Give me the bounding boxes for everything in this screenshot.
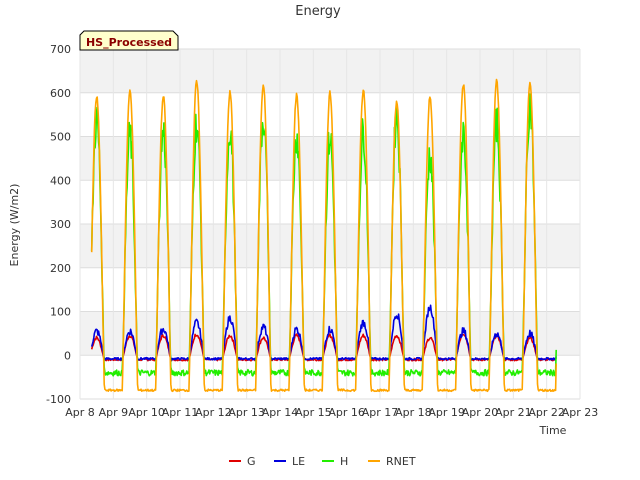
y-tick-label: 0 <box>64 349 71 362</box>
x-tick-label: Apr 12 <box>195 406 232 419</box>
x-tick-label: Apr 21 <box>495 406 532 419</box>
x-tick-label: Apr 20 <box>462 406 499 419</box>
legend-label-g: G <box>247 455 256 468</box>
grid-lines <box>79 48 581 400</box>
x-tick-label: Apr 8 <box>65 406 95 419</box>
plot-band <box>80 267 580 312</box>
chart-title: Energy <box>295 4 341 19</box>
y-tick-label: 500 <box>50 131 71 144</box>
x-tick-label: Apr 22 <box>528 406 565 419</box>
legend-label-rnet: RNET <box>386 455 416 468</box>
plot-band <box>80 49 580 93</box>
series-layer <box>90 78 557 393</box>
x-tick-label: Apr 23 <box>562 406 599 419</box>
y-tick-label: 400 <box>50 174 71 187</box>
x-tick-label: Apr 14 <box>262 406 299 419</box>
x-tick-label: Apr 9 <box>99 406 129 419</box>
x-tick-label: Apr 19 <box>428 406 465 419</box>
plot-band <box>80 180 580 224</box>
plot-band <box>80 224 580 268</box>
plot-band <box>80 355 580 399</box>
x-tick-label: Apr 15 <box>295 406 332 419</box>
y-tick-label: 100 <box>50 306 71 319</box>
x-tick-label: Apr 11 <box>162 406 199 419</box>
y-tick-label: 300 <box>50 218 71 231</box>
y-tick-label: 600 <box>50 87 71 100</box>
dataset-badge: HS_Processed <box>79 30 179 51</box>
badge-label: HS_Processed <box>86 36 172 49</box>
y-tick-label: -100 <box>46 393 71 406</box>
x-tick-label: Apr 17 <box>362 406 399 419</box>
x-tick-label: Apr 10 <box>128 406 165 419</box>
legend: G LE H RNET <box>229 455 416 468</box>
y-axis-label: Energy (W/m2) <box>8 184 21 267</box>
series-line-rnet <box>90 78 557 393</box>
y-tick-label: 200 <box>50 262 71 275</box>
x-axis-label: Time <box>539 424 567 437</box>
y-tick-label: 700 <box>50 43 71 56</box>
legend-label-le: LE <box>292 455 305 468</box>
legend-label-h: H <box>340 455 348 468</box>
x-tick-label: Apr 18 <box>395 406 432 419</box>
x-tick-label: Apr 16 <box>328 406 365 419</box>
y-tick-labels: -100 0 100 200 300 400 500 600 700 <box>46 43 71 406</box>
x-tick-label: Apr 13 <box>228 406 265 419</box>
